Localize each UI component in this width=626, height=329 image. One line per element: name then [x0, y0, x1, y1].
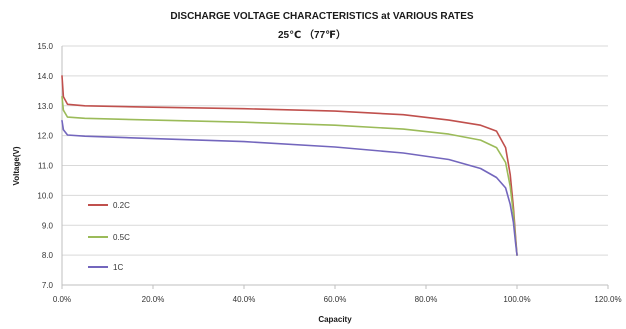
series-lines — [61, 75, 518, 256]
y-axis-label: Voltage(V) — [12, 146, 21, 185]
x-tick-label: 20.0% — [142, 295, 165, 304]
x-tick-label: 0.0% — [53, 295, 71, 304]
legend-label: 0.5C — [113, 233, 130, 242]
series-line-0-2c — [61, 75, 518, 256]
x-tick-label: 120.0% — [594, 295, 621, 304]
series-line-0-5c — [61, 96, 518, 256]
x-axis-ticks: 0.0% 20.0% 40.0% 60.0% 80.0% 100.0% 120.0% — [53, 285, 622, 304]
x-axis-label: Capacity — [318, 315, 352, 324]
y-axis-ticks: 7.0 8.0 9.0 10.0 11.0 12.0 13.0 14.0 15.0 — [37, 42, 53, 290]
x-tick-label: 100.0% — [503, 295, 530, 304]
y-tick-label: 10.0 — [37, 191, 53, 200]
legend: 0.2C 0.5C 1C — [88, 201, 130, 272]
y-tick-label: 15.0 — [37, 42, 53, 51]
x-tick-label: 40.0% — [233, 295, 256, 304]
gridlines — [62, 45, 608, 256]
y-tick-label: 13.0 — [37, 102, 53, 111]
y-tick-label: 8.0 — [42, 251, 54, 260]
legend-label: 0.2C — [113, 201, 130, 210]
y-tick-label: 11.0 — [38, 162, 54, 171]
chart-subtitle: 25℃ （77℉） — [278, 28, 346, 41]
legend-label: 1C — [113, 263, 123, 272]
y-tick-label: 9.0 — [42, 221, 54, 230]
y-tick-label: 14.0 — [37, 72, 53, 81]
x-tick-label: 60.0% — [324, 295, 347, 304]
chart-title: DISCHARGE VOLTAGE CHARACTERISTICS at VAR… — [170, 11, 473, 22]
y-tick-label: 7.0 — [42, 281, 54, 290]
x-tick-label: 80.0% — [415, 295, 438, 304]
y-tick-label: 12.0 — [37, 132, 53, 141]
series-line-1c — [61, 119, 518, 256]
